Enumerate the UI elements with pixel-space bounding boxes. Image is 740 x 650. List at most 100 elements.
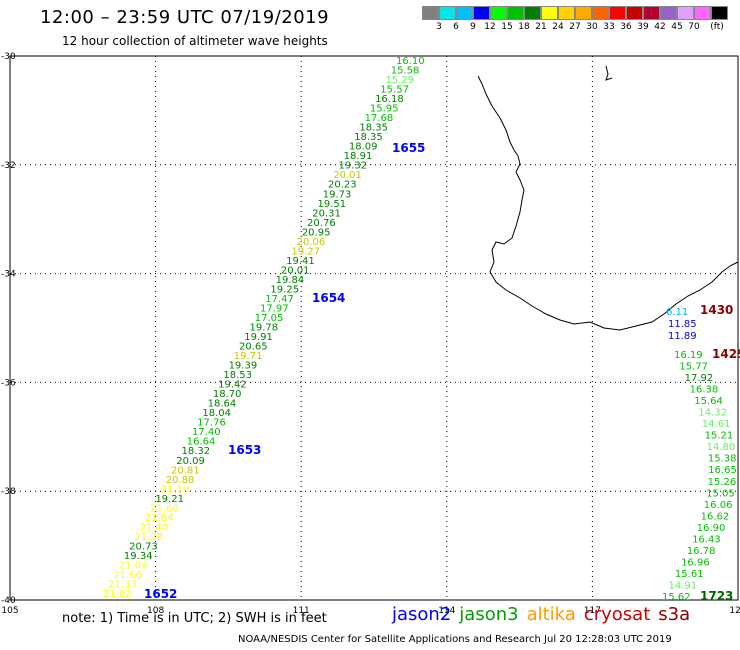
wave-height-label: 20.01 [281, 265, 310, 276]
legend-tick-label: 24 [552, 22, 564, 32]
map-axes: 105 108 111 114 117 120 -30 -32 -34 -36 -38 -40 [1, 52, 740, 616]
wave-height-label: 15.38 [708, 454, 737, 465]
satellite-name: altika [526, 604, 576, 625]
legend-tick-label: 42 [654, 22, 666, 32]
legend-tick-label: 27 [569, 22, 581, 32]
legend-tick-label: 21 [535, 22, 547, 32]
satellite-tracks: 16.1015.5815.2915.5716.1815.9517.6818.35… [103, 56, 740, 603]
wave-height-label: 15.95 [370, 104, 399, 115]
wave-height-label: 18.70 [213, 389, 242, 400]
wave-height-label: 19.91 [244, 332, 273, 343]
pass-time-label: 1653 [228, 443, 261, 457]
wave-height-label: 19.71 [234, 351, 263, 362]
latitude-label: -30 [1, 52, 16, 62]
satellite-name: jason2 [392, 604, 452, 625]
wave-height-label: 20.76 [307, 218, 336, 229]
wave-height-label: 15.29 [386, 75, 415, 86]
wave-height-label: 18.91 [344, 151, 373, 162]
wave-height-label: 21.40 [140, 522, 169, 533]
latitude-label: -38 [1, 487, 16, 497]
legend-swatch [473, 6, 490, 20]
longitude-label: 105 [1, 606, 18, 616]
color-scale-legend: 3 6 9 12 15 18 21 24 27 30 33 36 39 42 45 70 (ft) [422, 6, 740, 38]
latitude-label: -36 [1, 378, 16, 388]
wave-height-label: 20.65 [239, 342, 268, 353]
wave-height-label: 18.53 [223, 370, 252, 381]
wave-height-label: 16.38 [690, 385, 719, 396]
legend-tick-label: 3 [436, 22, 442, 32]
pass-time-label: 1655 [392, 141, 425, 155]
latitude-label: -32 [1, 161, 16, 171]
legend-swatch [456, 6, 473, 20]
wave-height-label: 16.62 [701, 511, 730, 522]
latitude-label: -40 [1, 596, 16, 606]
legend-tick-label: 70 [688, 22, 700, 32]
legend-swatch [558, 6, 575, 20]
wave-height-label: 19.27 [291, 246, 320, 257]
wave-height-label: 15.57 [380, 85, 409, 96]
legend-unit: (ft) [710, 22, 724, 32]
legend-swatch [524, 6, 541, 20]
legend-tick-label: 18 [518, 22, 530, 32]
pass-time-label: 1652 [144, 587, 177, 601]
legend-swatch [541, 6, 558, 20]
legend-swatch [609, 6, 626, 20]
longitude-label: 111 [293, 606, 310, 616]
wave-height-label: 20.31 [312, 208, 341, 219]
wave-height-label: 16.64 [187, 437, 216, 448]
wave-height-label: 11.89 [668, 331, 697, 342]
wave-height-label: 21.28 [134, 532, 163, 543]
wave-height-label: 18.09 [349, 142, 378, 153]
map-frame [9, 55, 739, 601]
legend-swatch [643, 6, 660, 20]
map-subtitle: 12 hour collection of altimeter wave hei… [62, 34, 328, 48]
wave-height-label: 17.05 [255, 313, 284, 324]
wave-height-label: 19.39 [229, 361, 258, 372]
wave-height-label: 18.35 [354, 132, 383, 143]
wave-height-label: 21.84 [145, 513, 174, 524]
wave-height-label: 6.11 [666, 307, 688, 318]
wave-height-label: 20.81 [171, 465, 200, 476]
wave-height-label: 19.78 [250, 323, 279, 334]
wave-height-label: 20.95 [302, 227, 331, 238]
wave-height-label: 17.76 [197, 418, 226, 429]
longitude-label: 114 [438, 606, 455, 616]
wave-height-label: 15.61 [675, 569, 704, 580]
pass-time-label: 1723 [700, 589, 733, 603]
wave-height-label: 17.92 [685, 373, 714, 384]
credit-line: NOAA/NESDIS Center for Satellite Applica… [238, 634, 672, 645]
legend-tick-label: 12 [484, 22, 496, 32]
wave-height-label: 21.62 [103, 589, 132, 600]
wave-height-label: 16.96 [681, 557, 710, 568]
wave-height-label: 19.51 [318, 199, 347, 210]
wave-height-label: 17.68 [365, 113, 394, 124]
wave-height-label: 16.65 [708, 465, 737, 476]
wave-height-label: 18.35 [359, 123, 388, 134]
wave-height-label: 18.64 [208, 399, 237, 410]
coastline-islet [605, 65, 613, 81]
legend-swatch [507, 6, 524, 20]
wave-height-label: 20.73 [129, 541, 158, 552]
wave-height-label: 21.19 [161, 484, 190, 495]
legend-swatch [626, 6, 643, 20]
wave-height-label: 19.41 [286, 256, 315, 267]
wave-height-label: 16.10 [396, 56, 425, 67]
wave-height-label: 16.90 [697, 523, 726, 534]
legend-tick-label: 45 [671, 22, 683, 32]
latitude-label: -34 [1, 270, 16, 280]
legend-tick-label: 15 [501, 22, 513, 32]
wave-height-label: 19.42 [218, 380, 247, 391]
longitude-label: 117 [584, 606, 601, 616]
longitude-label: 120 [729, 606, 740, 616]
legend-tick-label: 6 [453, 22, 459, 32]
legend-swatch [439, 6, 456, 20]
legend-swatch [575, 6, 592, 20]
color-swatches [422, 6, 728, 20]
legend-tick-label: 30 [586, 22, 598, 32]
legend-tick-label: 33 [603, 22, 615, 32]
pass-time-label: 1429 [712, 347, 740, 361]
footnote: note: 1) Time is in UTC; 2) SWH is in fe… [62, 611, 327, 626]
wave-height-label: 19.25 [270, 284, 299, 295]
satellite-legend: jason2 jason3 altika cryosat s3a [392, 604, 698, 625]
